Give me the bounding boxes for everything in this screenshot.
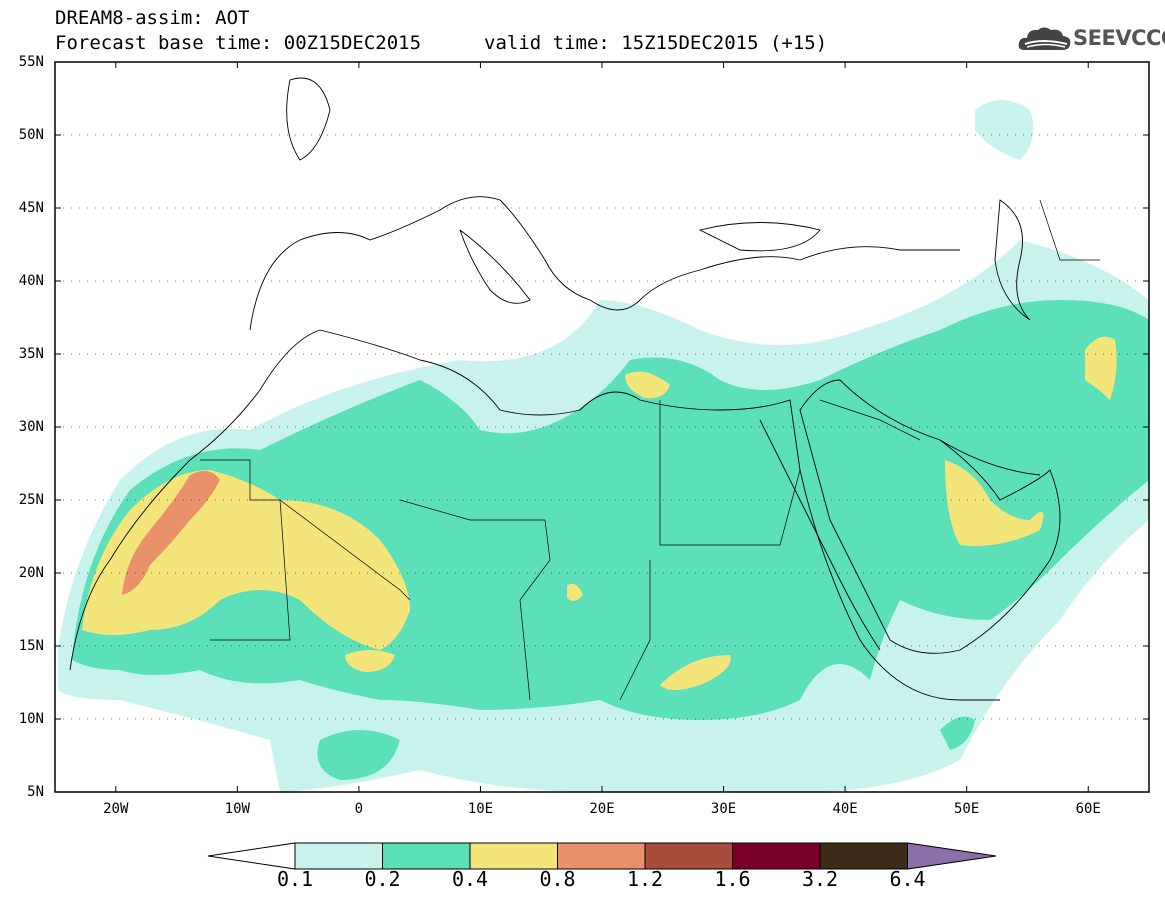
lat-label: 10N — [18, 711, 44, 727]
arabia-coastline — [799, 379, 1061, 654]
persian-gulf — [939, 439, 1041, 476]
colorbar-label: 0.1 — [276, 867, 314, 891]
colorbar-label: 3.2 — [801, 867, 839, 891]
lon-label: 20E — [589, 801, 615, 817]
lat-label: 5N — [27, 784, 44, 800]
lon-label: 30E — [710, 801, 737, 817]
lat-label: 20N — [18, 565, 44, 581]
cloud-icon — [1018, 27, 1071, 50]
logo-text: SEEVCCC — [1073, 26, 1165, 50]
axis-ticks — [55, 61, 1149, 793]
aot-contour-0.4 — [1085, 336, 1117, 400]
lat-label: 45N — [18, 200, 44, 216]
africa-coastline — [69, 329, 1000, 701]
colorbar-label: 0.8 — [539, 867, 576, 891]
lon-label: 10W — [224, 801, 250, 817]
lon-label: 20W — [103, 801, 129, 817]
british-isles — [286, 77, 331, 161]
coastlines — [69, 77, 1061, 701]
black-sea — [698, 222, 821, 252]
aot-contour-0.4 — [660, 655, 731, 690]
lat-label: 30N — [18, 419, 44, 435]
lon-label: 10E — [467, 801, 494, 817]
political-borders — [200, 199, 1100, 701]
lat-label: 25N — [18, 492, 44, 508]
lon-label: 40E — [832, 801, 858, 817]
lat-label: 55N — [18, 54, 44, 70]
aot-contour-0.2 — [940, 716, 975, 750]
aot-contour-0.4 — [945, 460, 1044, 546]
italy — [459, 229, 531, 304]
lat-label: 50N — [18, 127, 44, 143]
aot-contour-0.4 — [345, 650, 395, 672]
valid-time: valid time: 15Z15DEC2015 (+15) — [484, 32, 828, 54]
colorbar-label: 6.4 — [889, 867, 926, 891]
aot-contour-0.8 — [122, 471, 220, 595]
aot-contour-0.4 — [567, 583, 583, 601]
seevccc-logo: SEEVCCC — [1017, 24, 1165, 54]
lon-label: 0 — [354, 801, 364, 817]
colorbar-label: 1.6 — [714, 867, 751, 891]
aot-contour-0.2 — [317, 730, 400, 780]
aot-contour-0.1 — [975, 100, 1034, 160]
europe-coastline — [249, 196, 960, 331]
colorbar-label: 0.4 — [451, 867, 489, 891]
lon-label: 60E — [1075, 801, 1101, 817]
chart-title: DREAM8-assim: AOT — [55, 7, 250, 29]
red-sea — [759, 419, 881, 651]
aot-field — [58, 100, 1149, 792]
lat-label: 35N — [18, 346, 44, 362]
lat-label: 40N — [18, 273, 44, 289]
caspian-sea — [994, 199, 1031, 321]
lon-label: 50E — [954, 801, 980, 817]
forecast-base-time: Forecast base time: 00Z15DEC2015 — [55, 32, 422, 54]
aot-contour-0.4 — [625, 371, 670, 399]
colorbar-label: 1.2 — [626, 867, 664, 891]
lat-label: 15N — [18, 638, 44, 654]
colorbar-label: 0.2 — [364, 867, 401, 891]
